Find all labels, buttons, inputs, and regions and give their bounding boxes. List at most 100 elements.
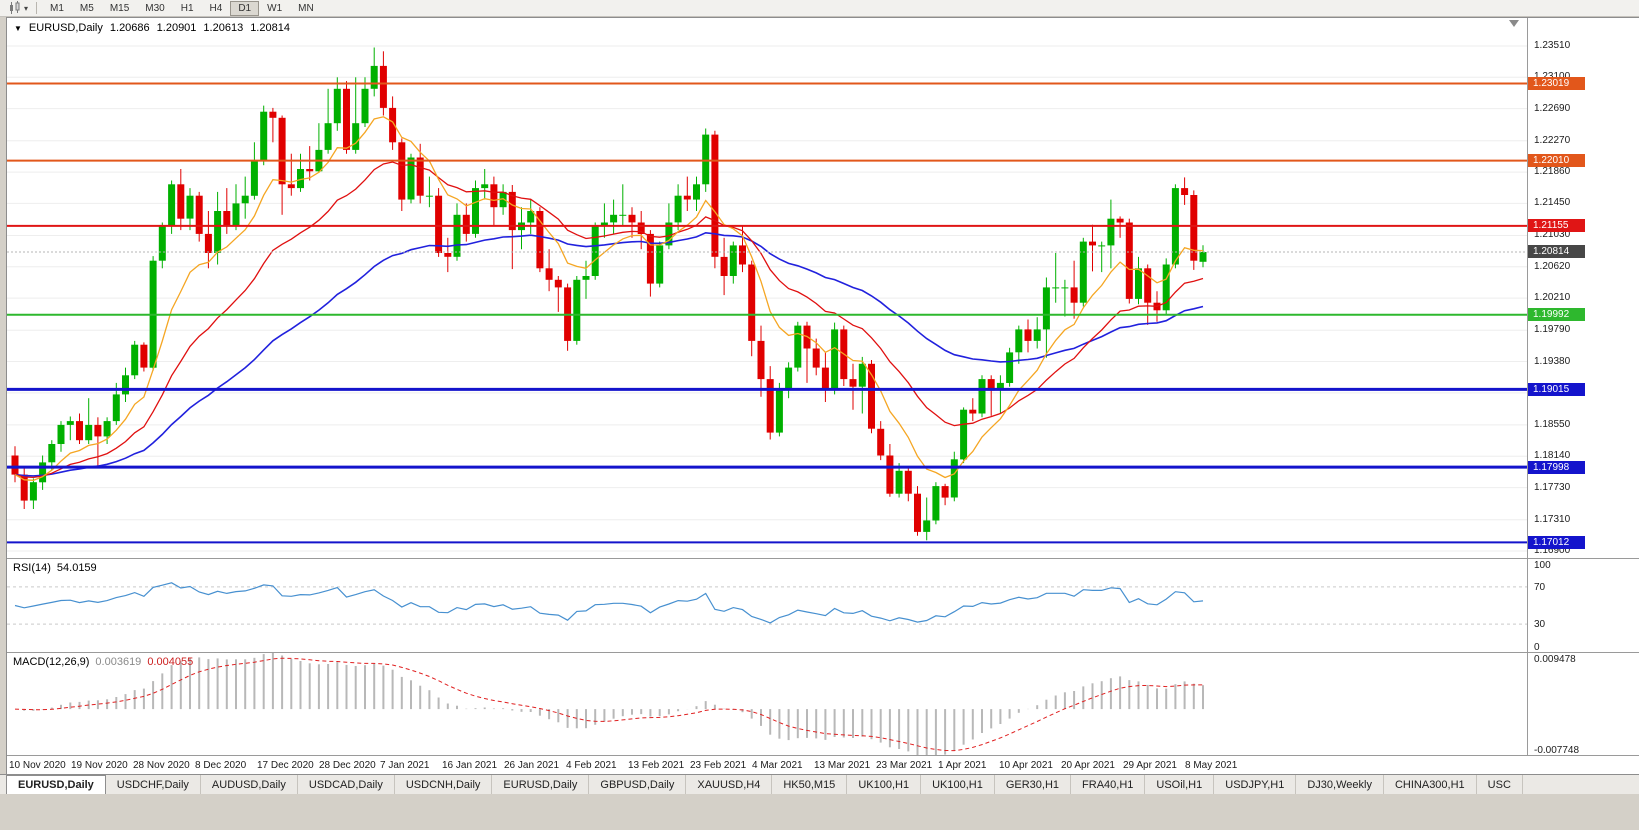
price-axis-label: 1.22690: [1534, 103, 1571, 114]
ohlc-high: 1.20901: [156, 22, 197, 34]
time-axis-label: 29 Apr 2021: [1123, 760, 1177, 771]
hline-price-badge: 1.17998: [1528, 461, 1585, 474]
time-axis-label: 10 Apr 2021: [999, 760, 1053, 771]
chart-tab-usoil-h1[interactable]: USOil,H1: [1145, 775, 1215, 794]
macd-title: MACD(12,26,9): [13, 656, 90, 668]
chart-type-button[interactable]: ▾: [4, 1, 31, 16]
timeframe-button-m5[interactable]: M5: [79, 2, 94, 14]
hline-price-badge: 1.21155: [1528, 219, 1585, 232]
status-bar: [0, 794, 1639, 830]
time-axis-label: 23 Mar 2021: [876, 760, 933, 771]
timeframe-button-h1[interactable]: H1: [180, 2, 194, 14]
timeframe-button-m15[interactable]: M15: [109, 2, 130, 14]
rsi-value: 54.0159: [56, 562, 97, 574]
time-axis-label: 4 Feb 2021: [566, 760, 617, 771]
chart-shift-marker: [1509, 20, 1519, 27]
timeframe-button-d1[interactable]: D1: [230, 0, 260, 16]
macd-value: 0.003619: [95, 656, 142, 668]
chart-tab-uk100-h1[interactable]: UK100,H1: [921, 775, 995, 794]
time-axis-label: 10 Nov 2020: [9, 760, 66, 771]
time-axis-label: 28 Nov 2020: [133, 760, 190, 771]
timeframes-toolbar: ▾ M1 M5 M15 M30 H1 H4 D1 W1 MN: [0, 0, 1639, 17]
price-axis-label: 1.22270: [1534, 135, 1571, 146]
chart-symbol-label: EURUSD,Daily: [28, 22, 103, 34]
chart-tab-audusd-daily[interactable]: AUDUSD,Daily: [201, 775, 298, 794]
time-axis-label: 8 Dec 2020: [195, 760, 247, 771]
time-axis-label: 7 Jan 2021: [380, 760, 430, 771]
rsi-title: RSI(14): [13, 562, 51, 574]
time-axis-label: 4 Mar 2021: [752, 760, 803, 771]
macd-axis-label: -0.007748: [1534, 745, 1580, 756]
rsi-level-label: 0: [1534, 642, 1540, 653]
price-axis-label: 1.19790: [1534, 324, 1571, 335]
chart-tab-gbpusd-daily[interactable]: GBPUSD,Daily: [589, 775, 687, 794]
macd-signal-value: 0.004055: [147, 656, 194, 668]
rsi-level-label: 30: [1534, 619, 1546, 630]
chart-window: ▼ EURUSD,Daily 1.20686 1.20901 1.20613 1…: [6, 17, 1639, 775]
candlestick-chart-icon: [10, 1, 20, 14]
toolbar-separator: [36, 2, 38, 14]
timeframe-buttons: M1 M5 M15 M30 H1 H4 D1 W1 MN: [42, 0, 322, 16]
rsi-indicator-label: RSI(14) 54.0159: [13, 562, 97, 574]
time-axis[interactable]: 10 Nov 2020 19 Nov 2020 28 Nov 2020 8 Dec 2…: [7, 758, 1527, 774]
timeframe-button-m1[interactable]: M1: [50, 2, 64, 14]
price-axis-label: 1.17310: [1534, 514, 1571, 525]
ohlc-close: 1.20814: [250, 22, 290, 34]
timeframe-button-mn[interactable]: MN: [298, 2, 314, 14]
chart-tab-xauusd-h4[interactable]: XAUUSD,H4: [686, 775, 773, 794]
chart-tab-usdcnh-daily[interactable]: USDCNH,Daily: [395, 775, 493, 794]
time-axis-label: 13 Mar 2021: [814, 760, 871, 771]
time-axis-label: 28 Dec 2020: [319, 760, 376, 771]
time-axis-label: 8 May 2021: [1185, 760, 1238, 771]
macd-axis-label: 0.009478: [1534, 654, 1576, 665]
price-axis-label: 1.21860: [1534, 166, 1571, 177]
chart-tab-fra40-h1[interactable]: FRA40,H1: [1071, 775, 1146, 794]
time-axis-label: 26 Jan 2021: [504, 760, 560, 771]
chart-tab-ger30-h1[interactable]: GER30,H1: [995, 775, 1072, 794]
chart-tab-uk100-h1[interactable]: UK100,H1: [847, 775, 922, 794]
symbol-dropdown-icon[interactable]: ▼: [14, 23, 22, 33]
time-axis-label: 13 Feb 2021: [628, 760, 685, 771]
timeframe-button-h4[interactable]: H4: [209, 2, 223, 14]
price-axis-label: 1.16900: [1534, 545, 1571, 556]
time-axis-label: 16 Jan 2021: [442, 760, 498, 771]
price-chart-canvas[interactable]: [7, 18, 1639, 775]
price-axis-label: 1.21450: [1534, 197, 1571, 208]
hline-price-badge: 1.19992: [1528, 308, 1585, 321]
macd-indicator-label: MACD(12,26,9) 0.003619 0.004055: [13, 656, 193, 668]
hline-price-badge: 1.19015: [1528, 383, 1585, 396]
chart-tab-dj30-weekly[interactable]: DJ30,Weekly: [1296, 775, 1384, 794]
rsi-level-label: 70: [1534, 582, 1546, 593]
time-axis-label: 23 Feb 2021: [690, 760, 747, 771]
ohlc-low: 1.20613: [203, 22, 244, 34]
price-axis-label: 1.23100: [1534, 71, 1570, 82]
chart-tab-eurusd-daily[interactable]: EURUSD,Daily: [492, 775, 590, 794]
price-axis-label: 1.20210: [1534, 292, 1571, 303]
price-axis-label: 1.18550: [1534, 419, 1571, 430]
price-axis-label: 1.21030: [1534, 229, 1571, 240]
time-axis-label: 20 Apr 2021: [1061, 760, 1115, 771]
hline-price-badge: 1.22010: [1528, 154, 1585, 167]
chart-tab-usc[interactable]: USC: [1477, 775, 1523, 794]
chart-title: ▼ EURUSD,Daily 1.20686 1.20901 1.20613 1…: [14, 22, 290, 34]
rsi-level-label: 100: [1534, 560, 1551, 571]
chart-tabs-bar: EURUSD,Daily USDCHF,Daily AUDUSD,Daily USDC…: [0, 774, 1639, 794]
hline-price-badge: 1.17012: [1528, 536, 1585, 549]
chart-tab-usdcad-daily[interactable]: USDCAD,Daily: [298, 775, 395, 794]
price-axis-label: 1.20620: [1534, 261, 1571, 272]
price-axis-label: 1.18140: [1534, 450, 1571, 461]
chart-tab-usdjpy-h1[interactable]: USDJPY,H1: [1214, 775, 1297, 794]
time-axis-label: 17 Dec 2020: [257, 760, 314, 771]
timeframe-button-w1[interactable]: W1: [267, 2, 283, 14]
chart-tab-china300-h1[interactable]: CHINA300,H1: [1384, 775, 1477, 794]
chart-tab-eurusd-daily[interactable]: EURUSD,Daily: [6, 775, 106, 794]
price-axis-label: 1.19380: [1534, 356, 1571, 367]
chart-tab-hk50-m15[interactable]: HK50,M15: [772, 775, 848, 794]
time-axis-label: 1 Apr 2021: [938, 760, 987, 771]
timeframe-button-m30[interactable]: M30: [145, 2, 165, 14]
price-axis-label: 1.17730: [1534, 482, 1571, 493]
chart-tab-usdchf-daily[interactable]: USDCHF,Daily: [106, 775, 201, 794]
time-axis-label: 19 Nov 2020: [71, 760, 128, 771]
price-axis-label: 1.23510: [1534, 40, 1571, 51]
